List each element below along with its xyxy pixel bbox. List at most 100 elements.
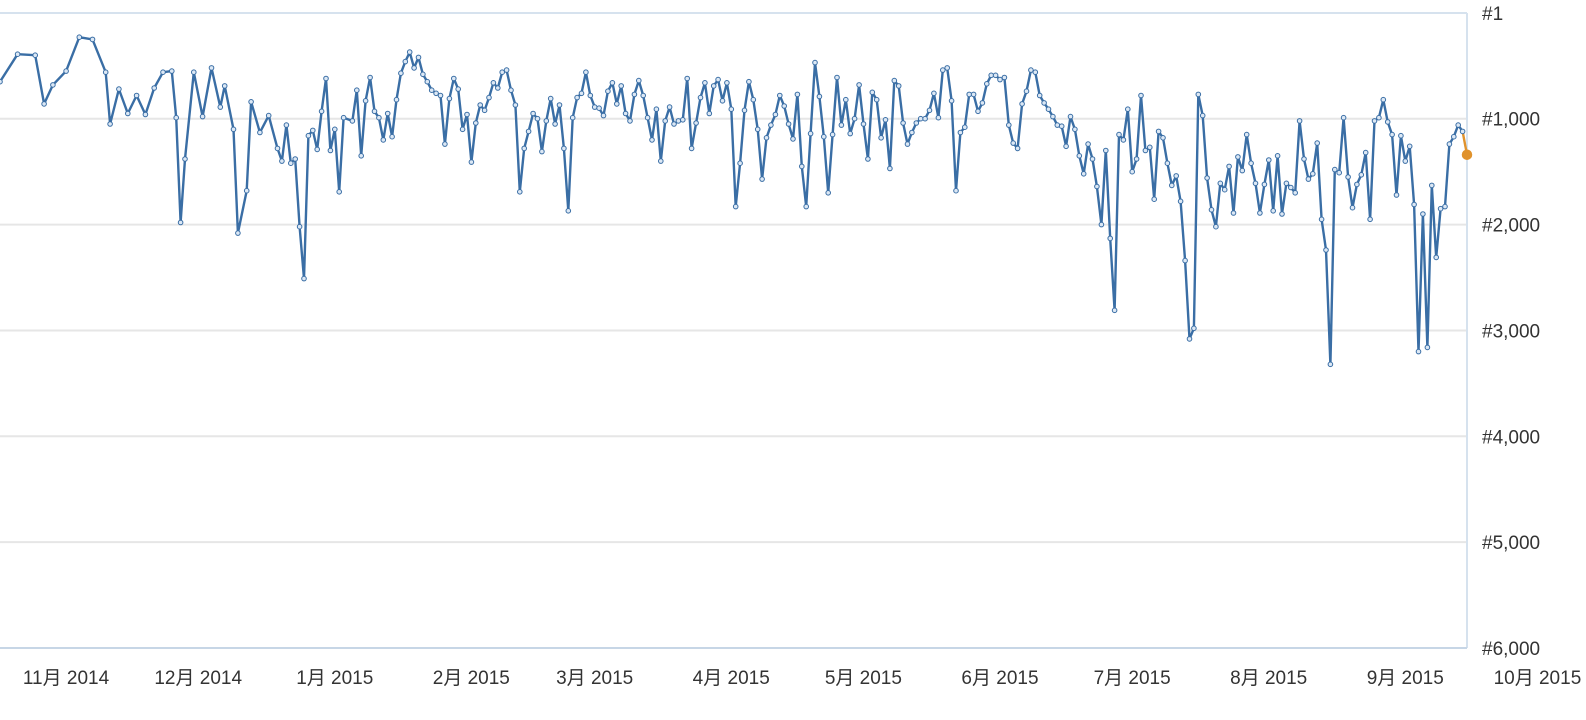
data-point [1296,118,1303,124]
data-point [728,106,735,112]
data-point [217,104,224,110]
data-point [521,145,528,152]
data-point [1010,140,1017,146]
data-point [873,96,880,103]
data-point [569,114,576,121]
data-point [191,69,197,75]
data-point [1424,344,1431,351]
data-point [772,111,779,118]
x-tick-label: 6月 2015 [961,668,1038,689]
data-point [1292,190,1298,196]
data-point [296,223,303,230]
data-point [1252,180,1259,187]
data-point [1182,257,1188,264]
data-point [534,115,541,122]
data-point [1036,92,1043,99]
data-point [1362,149,1369,156]
data-point [1442,203,1448,210]
data-point [605,88,611,94]
y-tick-label: #2,000 [1482,216,1540,237]
data-point [640,92,647,99]
data-point [856,82,862,88]
data-point [336,189,343,195]
data-point [574,94,580,101]
data-point [790,136,796,142]
data-point [785,121,792,127]
data-point [600,112,607,119]
data-point [843,96,849,103]
data-point [1067,113,1074,120]
data-point [587,92,594,99]
data-point [1191,325,1197,332]
data-point [292,156,299,162]
y-tick-label: #6,000 [1482,639,1540,660]
data-point [746,78,752,85]
data-point [609,80,616,86]
data-point [1006,122,1012,128]
data-point [706,110,713,117]
data-point [1169,182,1175,189]
data-point [1177,198,1184,205]
data-point [133,92,140,99]
data-point [895,83,902,89]
data-point [1380,96,1387,103]
x-tick-label: 9月 2015 [1367,668,1444,689]
data-point [1402,158,1409,164]
data-point [265,112,272,119]
data-point [829,131,836,138]
data-point [398,70,404,76]
y-tick-label: #5,000 [1482,533,1540,554]
data-point [724,80,730,86]
data-point [1406,143,1413,150]
data-point [0,78,3,85]
data-point [1054,122,1061,128]
data-point [1186,336,1193,342]
data-point [433,90,439,97]
data-point [406,49,413,55]
data-point [865,156,871,162]
data-point [851,115,858,122]
data-point [1398,132,1404,139]
data-point [821,133,827,140]
data-point [591,104,598,110]
data-point [1446,141,1453,147]
data-point [199,113,206,120]
data-point [543,118,550,124]
data-point [173,114,179,121]
data-point [1221,186,1228,193]
data-point [768,122,774,128]
data-point [759,176,765,182]
data-point [807,130,814,137]
data-point [825,190,832,196]
data-point [1415,348,1422,355]
data-point [1226,163,1232,170]
data-point [816,93,823,100]
data-point [834,74,840,81]
data-point [481,107,488,114]
x-tick-label: 11月 2014 [23,668,110,689]
x-tick-label: 1月 2015 [296,668,373,689]
data-point [578,90,585,97]
data-point [1094,183,1100,190]
data-point [957,129,964,136]
data-point [63,68,69,74]
data-point [1384,119,1391,125]
data-point [1433,254,1439,261]
data-point [1261,181,1268,188]
data-point [1455,122,1461,128]
y-tick-label: #1,000 [1482,110,1540,131]
data-point [1001,74,1008,81]
data-point [1019,101,1025,107]
data-point [1125,106,1131,112]
data-point [314,146,321,153]
data-point [1332,166,1338,173]
data-point [1028,67,1034,73]
data-point [979,100,986,106]
data-point [160,69,166,75]
data-point [794,91,801,98]
data-point [1323,247,1329,253]
data-point [323,75,329,82]
data-point [1199,112,1206,119]
data-point [354,87,360,93]
